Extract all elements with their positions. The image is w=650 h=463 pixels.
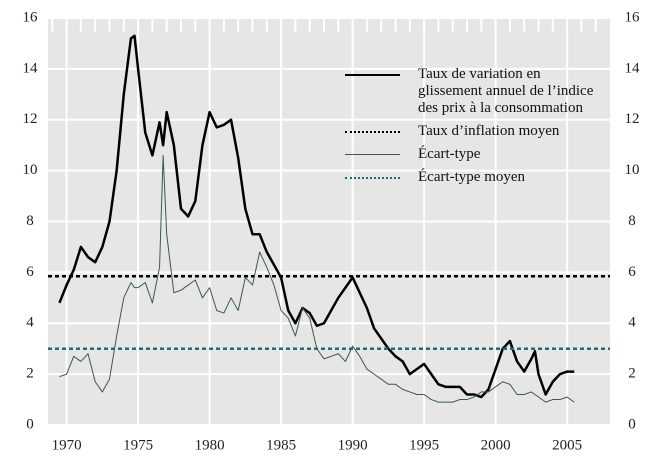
legend-item: Taux d’inflation moyen	[345, 123, 608, 140]
legend-swatch	[345, 123, 400, 140]
legend-swatch	[345, 169, 400, 186]
y-tick-label: 0	[26, 416, 34, 432]
legend-label: Écart-type	[418, 146, 481, 162]
legend-swatch	[345, 146, 400, 163]
legend-line	[345, 177, 400, 179]
y2-tick-label: 6	[628, 264, 636, 280]
y2-tick-label: 14	[625, 60, 641, 76]
legend-label: Écart-type moyen	[418, 169, 526, 185]
y2-tick-label: 4	[628, 315, 636, 331]
legend-label: Taux de variation en glissement annuel d…	[418, 66, 594, 116]
y-tick-label: 6	[26, 264, 34, 280]
y-tick-label: 2	[26, 366, 34, 382]
legend-item: Taux de variation en glissement annuel d…	[345, 66, 608, 117]
x-tick-label: 1970	[52, 437, 82, 453]
legend-item: Écart-type	[345, 146, 608, 163]
legend: Taux de variation en glissement annuel d…	[345, 66, 608, 192]
y2-tick-label: 12	[625, 111, 640, 127]
y2-tick-label: 10	[625, 162, 640, 178]
legend-swatch	[345, 66, 400, 83]
series-line	[58, 34, 575, 399]
y-tick-label: 10	[23, 162, 38, 178]
y2-tick-label: 8	[628, 213, 636, 229]
x-tick-label: 1975	[123, 437, 153, 453]
y-tick-label: 16	[23, 9, 39, 25]
x-tick-label: 2000	[481, 437, 511, 453]
y-tick-label: 12	[23, 111, 38, 127]
y2-tick-label: 0	[628, 416, 636, 432]
x-tick-label: 1995	[409, 437, 439, 453]
legend-item: Écart-type moyen	[345, 169, 608, 186]
y-tick-label: 4	[26, 315, 34, 331]
legend-line	[345, 74, 400, 76]
x-tick-label: 1985	[266, 437, 296, 453]
legend-line	[345, 131, 400, 133]
series-line	[59, 154, 575, 403]
y2-tick-label: 2	[628, 366, 636, 382]
y2-tick-label: 16	[625, 9, 641, 25]
legend-line	[345, 154, 400, 155]
y-tick-label: 14	[23, 60, 39, 76]
y-tick-label: 8	[26, 213, 34, 229]
x-tick-label: 1990	[338, 437, 368, 453]
x-tick-label: 1980	[195, 437, 225, 453]
x-tick-label: 2005	[552, 437, 582, 453]
legend-label: Taux d’inflation moyen	[418, 123, 560, 139]
